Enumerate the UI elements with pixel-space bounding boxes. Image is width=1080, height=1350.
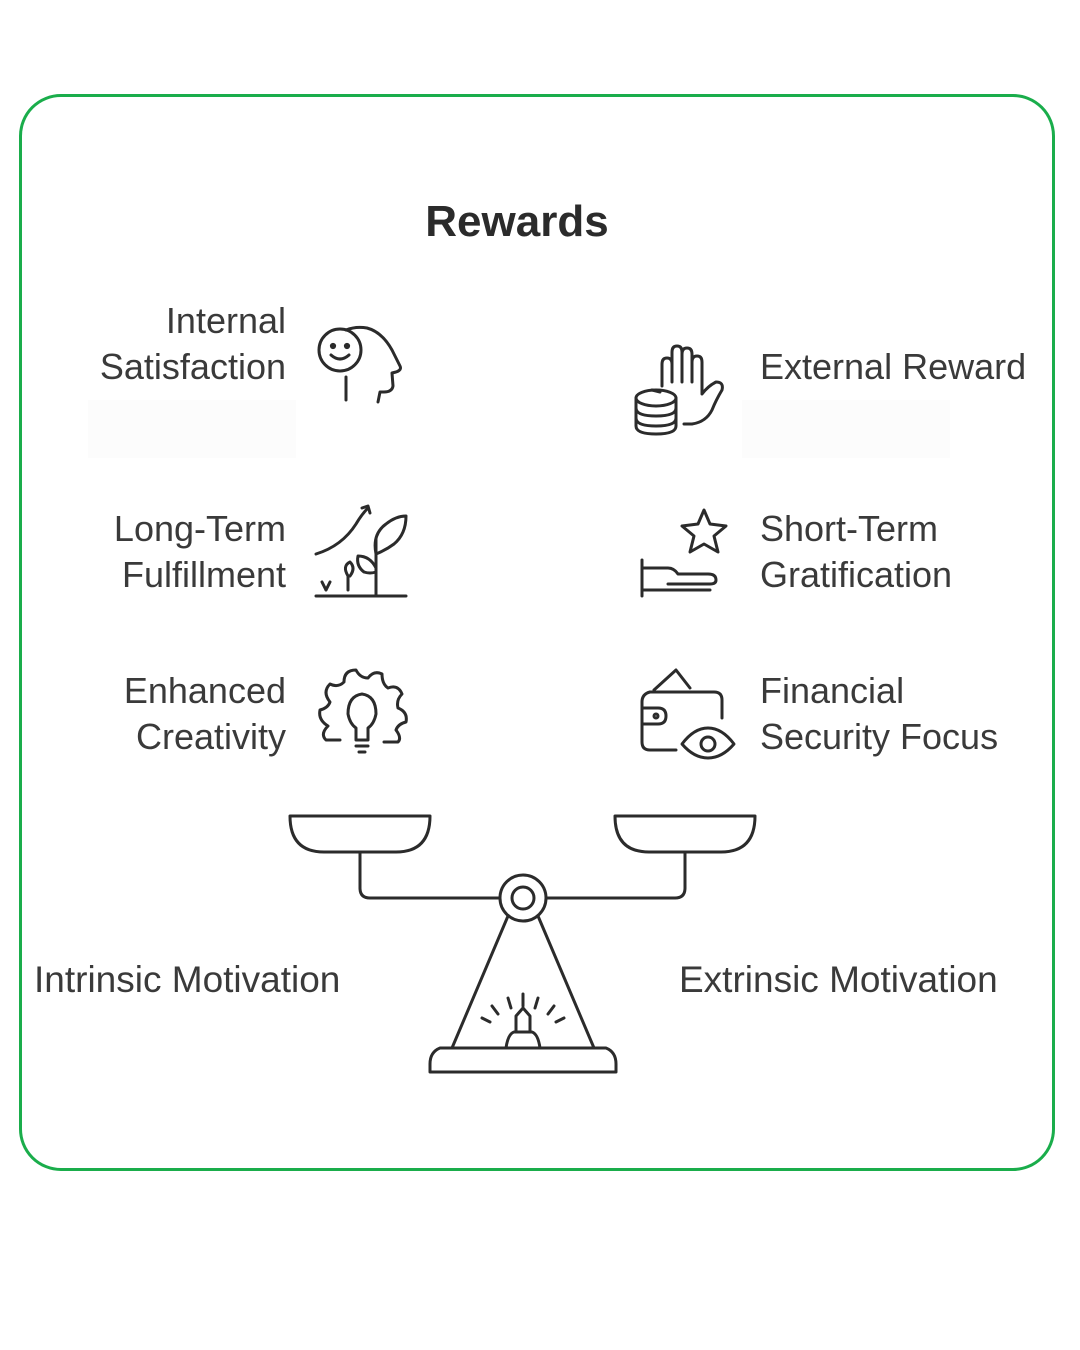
external-reward-line-1: External Reward <box>760 346 1027 387</box>
long-term-fulfillment-line-1: Long-Term <box>113 508 286 549</box>
short-term-gratification-line-2: Gratification <box>760 554 953 595</box>
intrinsic-motivation-label: Intrinsic Motivation <box>34 959 341 1000</box>
short-term-gratification-line-1: Short-Term <box>760 508 939 549</box>
long-term-fulfillment-line-2: Fulfillment <box>121 554 286 595</box>
internal-satisfaction-label: Internal Satisfaction <box>100 298 286 390</box>
blank-placeholder-right <box>742 400 950 458</box>
enhanced-creativity-label: Enhanced Creativity <box>124 668 286 760</box>
diagram-frame <box>19 94 1055 1171</box>
smiling-head-icon <box>317 325 402 404</box>
growing-plant-icon <box>314 504 408 598</box>
internal-satisfaction-line-2: Satisfaction <box>99 346 286 387</box>
balance-scale-icon <box>288 814 757 1074</box>
external-reward-label: External Reward <box>760 344 1026 390</box>
short-term-gratification-label: Short-Term Gratification <box>760 506 952 598</box>
blank-placeholder-left <box>88 400 296 458</box>
extrinsic-motivation-label: Extrinsic Motivation <box>679 959 998 1000</box>
diagram-title: Rewards <box>425 197 609 246</box>
internal-satisfaction-line-1: Internal <box>165 300 286 341</box>
gear-lightbulb-icon <box>318 668 408 754</box>
hand-star-icon <box>640 508 728 598</box>
enhanced-creativity-line-2: Creativity <box>135 716 286 757</box>
financial-security-focus-line-1: Financial <box>760 670 905 711</box>
hand-coins-icon <box>634 344 724 436</box>
financial-security-focus-label: Financial Security Focus <box>760 668 998 760</box>
enhanced-creativity-line-1: Enhanced <box>123 670 286 711</box>
financial-security-focus-line-2: Security Focus <box>760 716 999 757</box>
long-term-fulfillment-label: Long-Term Fulfillment <box>114 506 286 598</box>
wallet-eye-icon <box>640 668 736 760</box>
